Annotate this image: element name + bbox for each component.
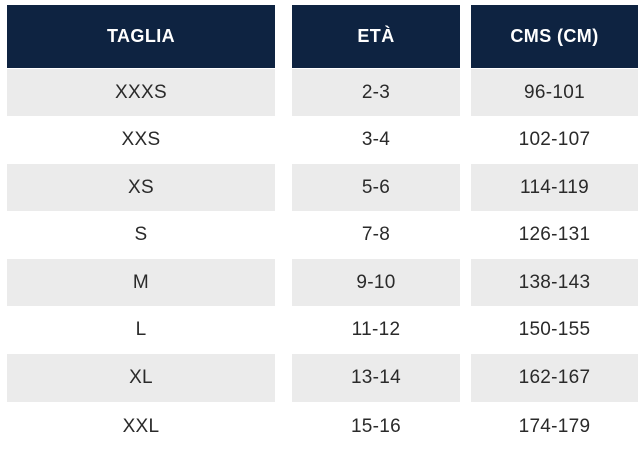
cell-age: 9-10	[292, 259, 460, 306]
cell-age: 2-3	[292, 69, 460, 116]
cell-size: XL	[7, 354, 275, 402]
cell-size: XS	[7, 164, 275, 211]
cell-cms: 150-155	[471, 306, 638, 354]
cell-size: M	[7, 259, 275, 306]
cell-size: XXXS	[7, 69, 275, 116]
cell-cms: 96-101	[471, 69, 638, 116]
table-row: XS 5-6 114-119	[0, 164, 644, 211]
cell-cms: 174-179	[471, 402, 638, 452]
cell-cms: 138-143	[471, 259, 638, 306]
cell-age: 15-16	[292, 402, 460, 452]
cell-size: S	[7, 211, 275, 259]
table-row: XXL 15-16 174-179	[0, 402, 644, 452]
header-taglia: TAGLIA	[7, 5, 275, 68]
cell-age: 11-12	[292, 306, 460, 354]
cell-cms: 102-107	[471, 116, 638, 164]
cell-age: 3-4	[292, 116, 460, 164]
cell-age: 5-6	[292, 164, 460, 211]
cell-size: XXS	[7, 116, 275, 164]
table-row: XL 13-14 162-167	[0, 354, 644, 402]
cell-age: 13-14	[292, 354, 460, 402]
table-row: S 7-8 126-131	[0, 211, 644, 259]
cell-cms: 126-131	[471, 211, 638, 259]
cell-cms: 162-167	[471, 354, 638, 402]
table-row: XXS 3-4 102-107	[0, 116, 644, 164]
header-eta: ETÀ	[292, 5, 460, 68]
table-header-row: TAGLIA ETÀ CMS (CM)	[0, 5, 644, 68]
cell-size: XXL	[7, 402, 275, 452]
cell-cms: 114-119	[471, 164, 638, 211]
table-row: XXXS 2-3 96-101	[0, 69, 644, 116]
table-row: M 9-10 138-143	[0, 259, 644, 306]
cell-size: L	[7, 306, 275, 354]
table-row: L 11-12 150-155	[0, 306, 644, 354]
header-cms: CMS (CM)	[471, 5, 638, 68]
cell-age: 7-8	[292, 211, 460, 259]
